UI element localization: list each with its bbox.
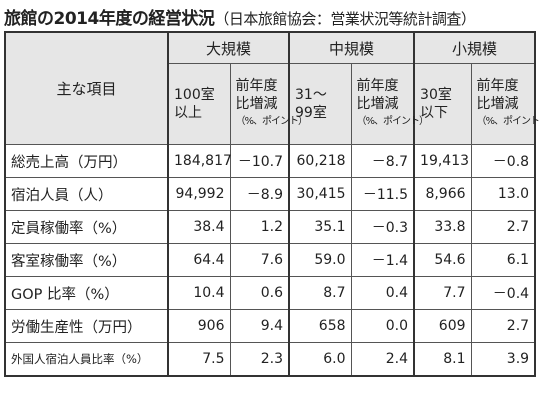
title-source: （日本旅館協会：営業状況等統計調査）: [214, 10, 476, 28]
cell: －8.7: [350, 144, 415, 178]
row-label: 外国人宿泊人員比率（%）: [4, 342, 169, 377]
cell: －0.4: [470, 276, 536, 310]
cell: 8.7: [288, 276, 352, 310]
change-header: 前年度比増減 （%、ポイント）: [229, 63, 309, 145]
cell: 30,415: [288, 177, 352, 211]
cell: 0.6: [229, 276, 290, 310]
header-line: 30室: [420, 87, 452, 103]
table-header: 主な項目 大規模 中規模 小規模 100室 以上 前年度 比増減 （%、ポイント） 31～ 99室前…: [4, 31, 539, 145]
table-row: GOP 比率（%） 10.4 0.6 8.7 0.4 7.7 －0.4: [4, 276, 536, 310]
cell: 2.4: [350, 342, 415, 377]
cell: 60,218: [288, 144, 352, 178]
cell: 3.9: [470, 342, 536, 377]
cell: 658: [288, 309, 352, 343]
cell: 7.5: [167, 342, 231, 377]
count-header: 30室以下: [413, 63, 472, 145]
cell: 0.4: [350, 276, 415, 310]
row-label: 客室稼働率（%）: [4, 243, 169, 277]
count-header: 100室以上: [167, 63, 231, 145]
title-main: 旅館の2014年度の経営状況: [4, 9, 215, 29]
cell: 7.7: [413, 276, 472, 310]
header-line: 99室: [295, 105, 327, 121]
cell: 35.1: [288, 210, 352, 244]
cell: 13.0: [470, 177, 536, 211]
header-line: 前年度: [476, 78, 519, 94]
cell: －11.5: [350, 177, 415, 211]
group-header: 大規模: [166, 31, 290, 64]
row-label: GOP 比率（%）: [4, 276, 169, 310]
header-line: 前年度: [235, 78, 278, 94]
cell: 7.6: [229, 243, 290, 277]
table-body: 総売上高（万円） 184,817 －10.7 60,218 －8.7 19,413 －0.8…: [4, 144, 536, 377]
cell: 0.0: [350, 309, 415, 343]
table-row: 客室稼働率（%） 64.4 7.6 59.0 －1.4 54.6 6.1: [4, 243, 536, 277]
cell: 94,992: [167, 177, 231, 211]
cell: 6.0: [288, 342, 352, 377]
cell: 19,413: [413, 144, 472, 178]
header-line: （%、ポイント）: [356, 116, 430, 127]
row-label: 宿泊人員（人）: [4, 177, 169, 211]
cell: 54.6: [413, 243, 472, 277]
item-header: 主な項目: [4, 31, 169, 145]
row-label: 労働生産性（万円）: [4, 309, 169, 343]
table-row: 総売上高（万円） 184,817 －10.7 60,218 －8.7 19,413 －0.8: [4, 144, 536, 178]
cell: 9.4: [229, 309, 290, 343]
header-line: 比増減: [476, 96, 519, 112]
change-header: 前年度比増減 （%、ポイント）: [350, 63, 430, 145]
cell: －10.7: [229, 144, 290, 178]
cell: 38.4: [167, 210, 231, 244]
cell: 1.2: [229, 210, 290, 244]
header-row: 100室 以上 前年度 比増減 （%、ポイント） 31～ 99室 前年度 比増減 （%、ポイント）…: [5, 63, 539, 145]
cell: －1.4: [350, 243, 415, 277]
cell: 64.4: [167, 243, 231, 277]
header-line: （%、ポイント）: [235, 116, 309, 127]
group-header: 小規模: [413, 31, 536, 64]
cell: 609: [413, 309, 472, 343]
header-line: （%、ポイント）: [476, 116, 539, 127]
table-row: 労働生産性（万円） 906 9.4 658 0.0 609 2.7: [4, 309, 536, 343]
title: 旅館の2014年度の経営状況（日本旅館協会：営業状況等統計調査）: [4, 4, 476, 29]
group-header: 中規模: [288, 31, 415, 64]
cell: 6.1: [470, 243, 536, 277]
row-label: 総売上高（万円）: [4, 144, 169, 178]
header-line: 100室: [174, 87, 215, 103]
cell: 2.7: [470, 210, 536, 244]
cell: －8.9: [229, 177, 290, 211]
table-row: 外国人宿泊人員比率（%） 7.5 2.3 6.0 2.4 8.1 3.9: [4, 342, 536, 377]
cell: 906: [167, 309, 231, 343]
cell: 59.0: [288, 243, 352, 277]
cell: 8,966: [413, 177, 472, 211]
header-row: 主な項目 大規模 中規模 小規模: [4, 31, 536, 145]
header-line: 以下: [420, 105, 449, 121]
table-row: 定員稼働率（%） 38.4 1.2 35.1 －0.3 33.8 2.7: [4, 210, 536, 244]
header-line: 前年度: [356, 78, 399, 94]
header-line: 比増減: [356, 96, 399, 112]
cell: －0.8: [470, 144, 536, 178]
cell: 8.1: [413, 342, 472, 377]
cell: 2.3: [229, 342, 290, 377]
cell: 2.7: [470, 309, 536, 343]
count-header: 31～ 99室: [288, 63, 352, 145]
cell: 33.8: [413, 210, 472, 244]
cell: －0.3: [350, 210, 415, 244]
cell: 184,817: [167, 144, 232, 178]
header-line: 比増減: [235, 96, 278, 112]
table: 主な項目 大規模 中規模 小規模 100室 以上 前年度 比増減 （%、ポイント） 31～ 99室前…: [4, 31, 539, 377]
table-row: 宿泊人員（人） 94,992 －8.9 30,415 －11.5 8,966 13.0: [4, 177, 536, 211]
header-line: 31～: [295, 87, 327, 103]
row-label: 定員稼働率（%）: [4, 210, 169, 244]
header-line: 以上: [174, 105, 202, 121]
cell: 10.4: [167, 276, 231, 310]
